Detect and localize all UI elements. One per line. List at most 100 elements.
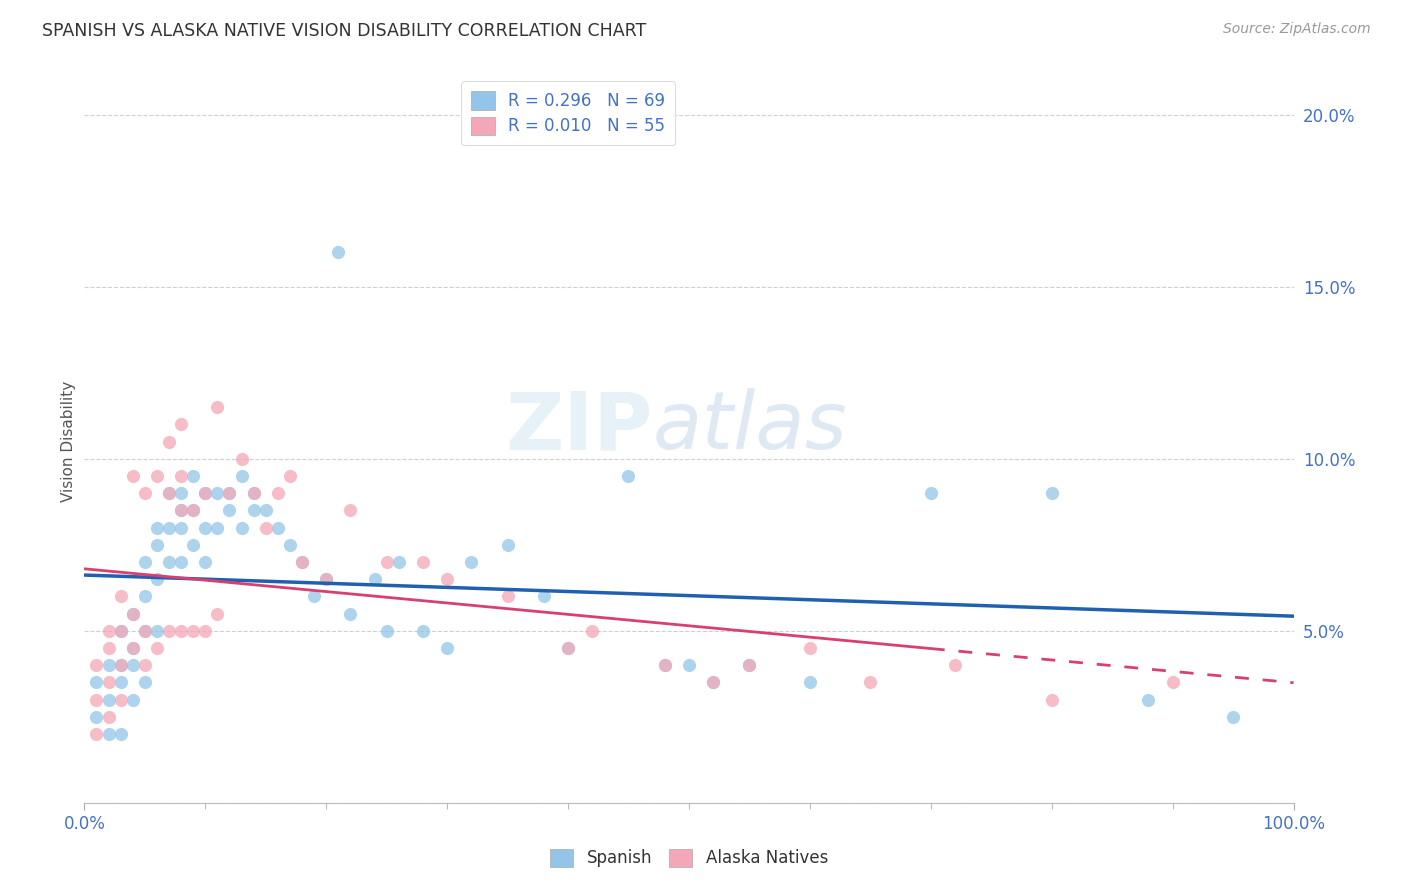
- Point: [157, 624, 180, 638]
- Point: [267, 520, 290, 534]
- Text: atlas: atlas: [652, 388, 848, 467]
- Point: [412, 624, 434, 638]
- Point: [146, 520, 169, 534]
- Y-axis label: Vision Disability: Vision Disability: [60, 381, 76, 502]
- Point: [146, 572, 169, 586]
- Point: [86, 710, 108, 724]
- Point: [110, 658, 132, 673]
- Point: [412, 555, 434, 569]
- Point: [242, 503, 264, 517]
- Point: [97, 675, 120, 690]
- Point: [134, 486, 156, 500]
- Point: [170, 555, 193, 569]
- Text: SPANISH VS ALASKA NATIVE VISION DISABILITY CORRELATION CHART: SPANISH VS ALASKA NATIVE VISION DISABILI…: [42, 22, 647, 40]
- Point: [339, 503, 361, 517]
- Point: [181, 469, 204, 483]
- Point: [170, 486, 193, 500]
- Legend: Spanish, Alaska Natives: Spanish, Alaska Natives: [543, 842, 835, 874]
- Point: [1161, 675, 1184, 690]
- Point: [207, 400, 229, 414]
- Point: [231, 520, 253, 534]
- Point: [134, 590, 156, 604]
- Point: [97, 727, 120, 741]
- Point: [496, 538, 519, 552]
- Point: [121, 607, 143, 621]
- Point: [110, 727, 132, 741]
- Point: [121, 607, 143, 621]
- Point: [231, 451, 253, 466]
- Text: ZIP: ZIP: [505, 388, 652, 467]
- Point: [207, 607, 229, 621]
- Point: [134, 555, 156, 569]
- Point: [181, 503, 204, 517]
- Point: [146, 640, 169, 655]
- Point: [181, 624, 204, 638]
- Point: [110, 624, 132, 638]
- Point: [97, 710, 120, 724]
- Point: [738, 658, 761, 673]
- Point: [231, 469, 253, 483]
- Point: [291, 555, 314, 569]
- Point: [97, 658, 120, 673]
- Point: [134, 624, 156, 638]
- Point: [533, 590, 555, 604]
- Point: [315, 572, 337, 586]
- Point: [194, 555, 217, 569]
- Point: [388, 555, 411, 569]
- Point: [254, 503, 277, 517]
- Point: [278, 538, 301, 552]
- Point: [218, 486, 240, 500]
- Point: [170, 469, 193, 483]
- Point: [436, 640, 458, 655]
- Point: [1137, 692, 1160, 706]
- Point: [254, 520, 277, 534]
- Point: [278, 469, 301, 483]
- Point: [375, 555, 398, 569]
- Point: [194, 520, 217, 534]
- Point: [121, 640, 143, 655]
- Point: [170, 520, 193, 534]
- Point: [97, 640, 120, 655]
- Point: [436, 572, 458, 586]
- Point: [738, 658, 761, 673]
- Point: [110, 692, 132, 706]
- Point: [170, 503, 193, 517]
- Point: [242, 486, 264, 500]
- Point: [557, 640, 579, 655]
- Point: [302, 590, 325, 604]
- Point: [943, 658, 966, 673]
- Point: [702, 675, 724, 690]
- Point: [157, 520, 180, 534]
- Point: [920, 486, 942, 500]
- Point: [121, 469, 143, 483]
- Point: [654, 658, 676, 673]
- Point: [194, 486, 217, 500]
- Point: [170, 417, 193, 432]
- Point: [218, 503, 240, 517]
- Point: [242, 486, 264, 500]
- Point: [110, 624, 132, 638]
- Point: [375, 624, 398, 638]
- Point: [146, 538, 169, 552]
- Point: [1040, 486, 1063, 500]
- Point: [86, 727, 108, 741]
- Point: [460, 555, 482, 569]
- Point: [218, 486, 240, 500]
- Point: [157, 434, 180, 449]
- Text: Source: ZipAtlas.com: Source: ZipAtlas.com: [1223, 22, 1371, 37]
- Point: [267, 486, 290, 500]
- Point: [110, 675, 132, 690]
- Point: [581, 624, 603, 638]
- Point: [86, 658, 108, 673]
- Point: [1040, 692, 1063, 706]
- Point: [121, 658, 143, 673]
- Point: [496, 590, 519, 604]
- Point: [134, 658, 156, 673]
- Point: [146, 624, 169, 638]
- Point: [799, 640, 821, 655]
- Point: [170, 503, 193, 517]
- Point: [86, 675, 108, 690]
- Point: [110, 590, 132, 604]
- Point: [146, 469, 169, 483]
- Point: [702, 675, 724, 690]
